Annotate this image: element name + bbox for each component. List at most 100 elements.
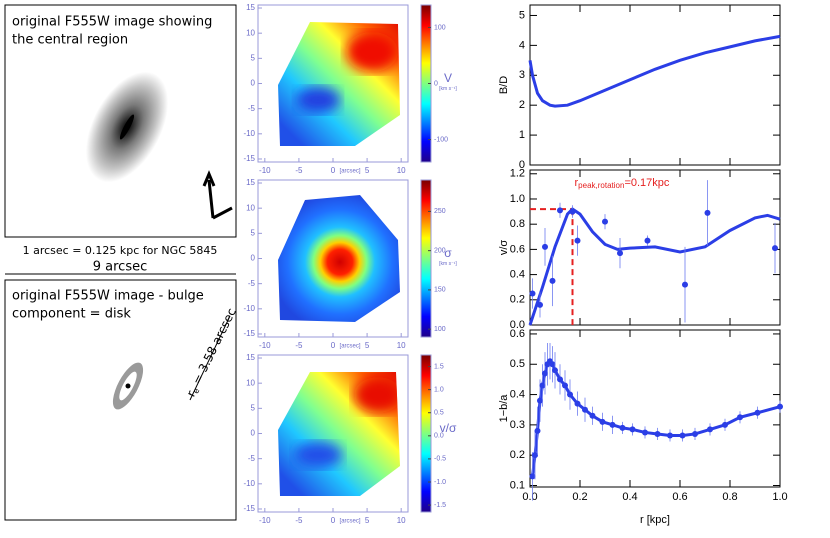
data-point — [722, 421, 728, 428]
y-tick-label: -10 — [243, 479, 255, 488]
y-tick-label: 5 — [251, 403, 256, 412]
data-line — [528, 34, 781, 108]
data-point — [562, 382, 568, 389]
y-axis-label: 1−b/a — [498, 394, 510, 423]
y-tick-label: 15 — [246, 3, 255, 12]
data-point — [532, 452, 538, 459]
x-tick-label: -5 — [295, 166, 303, 175]
y-tick-label: 0.3 — [510, 419, 525, 431]
colorbar — [420, 179, 432, 338]
y-tick-label: 0.8 — [510, 218, 525, 230]
data-line — [531, 358, 781, 477]
colorbar-tick-label: 1.0 — [434, 386, 444, 393]
y-tick-label: 0 — [251, 429, 256, 438]
fit-line — [528, 207, 781, 326]
data-point — [557, 207, 563, 214]
y-axis-label: B/D — [498, 76, 510, 94]
data-point — [542, 243, 548, 250]
y-tick-label: 15 — [246, 353, 255, 362]
data-point — [777, 403, 783, 410]
x-tick-label: 10 — [397, 166, 406, 175]
data-point — [552, 367, 558, 374]
x-tick-label: 10 — [397, 341, 406, 350]
colorbar — [420, 354, 432, 513]
data-point — [574, 400, 581, 407]
x-tick-label: -5 — [295, 341, 303, 350]
caption: original F555W image showing — [12, 15, 212, 30]
data-point — [567, 391, 573, 398]
data-point — [667, 432, 673, 439]
y-tick-label: 0 — [251, 254, 256, 263]
data-point — [582, 406, 588, 413]
re-symbol: r — [183, 388, 198, 399]
data-point — [537, 397, 543, 404]
y-tick-label: 15 — [246, 178, 255, 187]
x-axis-label: [arcsec] — [340, 169, 361, 175]
x-axis-label: r [kpc] — [640, 514, 670, 526]
x-tick-label: 0.4 — [622, 491, 637, 503]
data-point — [707, 426, 713, 433]
galaxy-core — [125, 383, 131, 389]
data-point — [599, 418, 606, 425]
y-tick-label: 0.4 — [510, 268, 525, 280]
y-tick-label: 0.0 — [510, 319, 525, 331]
data-point — [754, 409, 761, 416]
data-point — [644, 237, 651, 244]
plot-frame — [529, 329, 781, 488]
colorbar-tick-label: 100 — [434, 24, 446, 31]
x-tick-label: 10 — [397, 516, 406, 525]
y-tick-label: -5 — [248, 279, 256, 288]
bar-label: 9 arcsec — [93, 260, 148, 275]
colorbar-tick-label: 0.5 — [434, 410, 444, 417]
x-tick-label: 0.8 — [722, 491, 737, 503]
data-point — [692, 430, 698, 437]
y-axis-label: v/σ — [498, 240, 510, 256]
data-point — [569, 208, 576, 215]
data-point — [534, 427, 541, 434]
y-tick-label: 5 — [251, 53, 256, 62]
data-point — [737, 414, 743, 421]
y-tick-label: 2 — [519, 99, 525, 111]
x-tick-label: -10 — [259, 166, 271, 175]
y-tick-label: 0 — [519, 159, 525, 171]
y-tick-label: 1 — [519, 129, 525, 141]
y-tick-label: 0.6 — [510, 328, 525, 340]
plot-frame — [529, 4, 781, 166]
x-tick-label: 0.6 — [672, 491, 687, 503]
data-point — [772, 245, 778, 252]
x-tick-label: 0 — [331, 341, 336, 350]
x-axis-label: [arcsec] — [340, 519, 361, 525]
x-tick-label: -10 — [259, 516, 271, 525]
y-tick-label: 5 — [251, 228, 256, 237]
x-tick-label: 1.0 — [772, 491, 787, 503]
colorbar-unit: [km s⁻¹] — [439, 86, 457, 92]
y-tick-label: 10 — [246, 28, 255, 37]
y-tick-label: 0.4 — [510, 388, 525, 400]
x-tick-label: -10 — [259, 341, 271, 350]
data-point — [529, 473, 536, 480]
data-point — [557, 376, 563, 383]
x-tick-label: 0.2 — [572, 491, 587, 503]
caption: original F555W image - bulge — [12, 289, 204, 304]
y-tick-label: -15 — [243, 154, 255, 163]
vsigma-map — [278, 372, 400, 496]
data-point — [549, 361, 556, 368]
colorbar-label: σ — [444, 246, 452, 260]
x-axis-label: [arcsec] — [340, 344, 361, 350]
data-point — [654, 430, 661, 437]
colorbar-label: v/σ — [440, 421, 457, 435]
data-point — [602, 218, 608, 225]
y-tick-label: 1.2 — [510, 168, 525, 180]
data-point — [617, 250, 623, 257]
y-tick-label: -10 — [243, 304, 255, 313]
data-point — [629, 426, 636, 433]
y-tick-label: 5 — [519, 9, 525, 21]
colorbar-tick-label: 200 — [434, 247, 446, 254]
x-tick-label: 5 — [365, 516, 370, 525]
y-tick-label: 0.2 — [510, 294, 525, 306]
colorbar-tick-label: 250 — [434, 208, 446, 215]
data-point — [589, 412, 596, 419]
colorbar-tick-label: 150 — [434, 287, 446, 294]
data-point — [642, 429, 648, 436]
x-tick-label: -5 — [295, 516, 303, 525]
